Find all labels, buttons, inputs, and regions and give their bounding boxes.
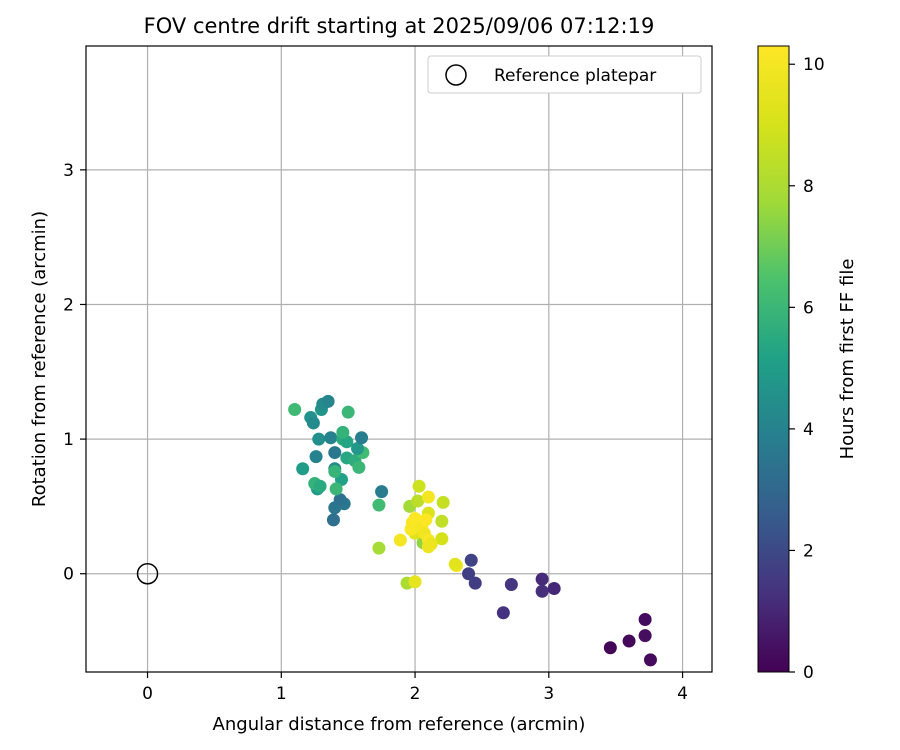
data-points <box>288 394 657 667</box>
y-tick-label: 0 <box>63 565 74 585</box>
data-point <box>622 634 636 648</box>
plot-area <box>86 46 712 672</box>
data-point <box>462 567 476 581</box>
data-point <box>504 577 518 591</box>
colorbar: 0 2 4 6 8 10 Hours from first FF file <box>757 45 858 683</box>
data-point <box>355 431 369 445</box>
data-point <box>419 513 433 527</box>
data-point <box>638 612 652 626</box>
data-point <box>321 394 335 408</box>
legend-label: Reference platepar <box>494 66 656 86</box>
data-point <box>464 553 478 567</box>
data-point <box>341 405 355 419</box>
y-tick-label: 1 <box>63 430 74 450</box>
colorbar-tick-label: 2 <box>803 541 814 561</box>
data-point <box>436 495 450 509</box>
data-point <box>496 606 510 620</box>
colorbar-gradient <box>757 45 790 673</box>
y-tick-label: 2 <box>63 295 74 315</box>
y-axis-ticks: 0 1 2 3 <box>63 161 86 585</box>
data-point <box>313 479 327 493</box>
data-point <box>535 572 549 586</box>
data-point <box>408 575 422 589</box>
data-point <box>328 464 342 478</box>
x-tick-label: 0 <box>142 684 153 704</box>
data-point <box>309 450 323 464</box>
y-tick-label: 3 <box>63 161 74 181</box>
data-point <box>329 482 343 496</box>
data-point <box>393 533 407 547</box>
data-point <box>643 653 657 667</box>
colorbar-tick-label: 0 <box>803 663 814 683</box>
data-point <box>336 425 350 439</box>
data-point <box>421 540 435 554</box>
data-point <box>328 446 342 460</box>
y-axis-label: Rotation from reference (arcmin) <box>29 211 50 507</box>
data-point <box>448 557 462 571</box>
data-point <box>411 494 425 508</box>
data-point <box>603 641 617 655</box>
plot-frame <box>85 45 713 673</box>
legend-reference-marker <box>445 64 467 86</box>
x-tick-label: 2 <box>410 684 421 704</box>
legend: Reference platepar <box>427 55 702 94</box>
legend-box <box>427 55 702 94</box>
colorbar-tick-label: 6 <box>803 298 814 318</box>
data-point <box>547 582 561 596</box>
data-point <box>372 498 386 512</box>
colorbar-tick-label: 10 <box>803 55 825 75</box>
data-point <box>326 513 340 527</box>
grid-lines <box>86 46 712 672</box>
data-point <box>435 514 449 528</box>
x-axis-label: Angular distance from reference (arcmin) <box>213 714 586 735</box>
data-point <box>535 584 549 598</box>
data-point <box>468 576 482 590</box>
x-axis-ticks: 0 1 2 3 4 <box>142 672 688 704</box>
data-point <box>288 402 302 416</box>
data-point <box>312 432 326 446</box>
data-point <box>352 460 366 474</box>
reference-marker-layer <box>136 562 159 585</box>
chart-title: FOV centre drift starting at 2025/09/06 … <box>144 14 655 38</box>
data-point <box>421 490 435 504</box>
data-point <box>351 442 365 456</box>
x-tick-label: 1 <box>276 684 287 704</box>
x-tick-label: 3 <box>543 684 554 704</box>
x-tick-label: 4 <box>677 684 688 704</box>
colorbar-ticks: 0 2 4 6 8 10 <box>789 55 825 683</box>
colorbar-tick-label: 8 <box>803 177 814 197</box>
data-point <box>638 629 652 643</box>
data-point <box>296 462 310 476</box>
data-point <box>372 541 386 555</box>
data-point <box>375 485 389 499</box>
data-point <box>333 493 347 507</box>
colorbar-tick-label: 4 <box>803 420 814 440</box>
colorbar-label: Hours from first FF file <box>837 259 858 460</box>
data-point <box>435 532 449 546</box>
data-point <box>324 431 338 445</box>
data-point <box>412 479 426 493</box>
data-point <box>306 416 320 430</box>
reference-platepar-marker <box>136 562 159 585</box>
